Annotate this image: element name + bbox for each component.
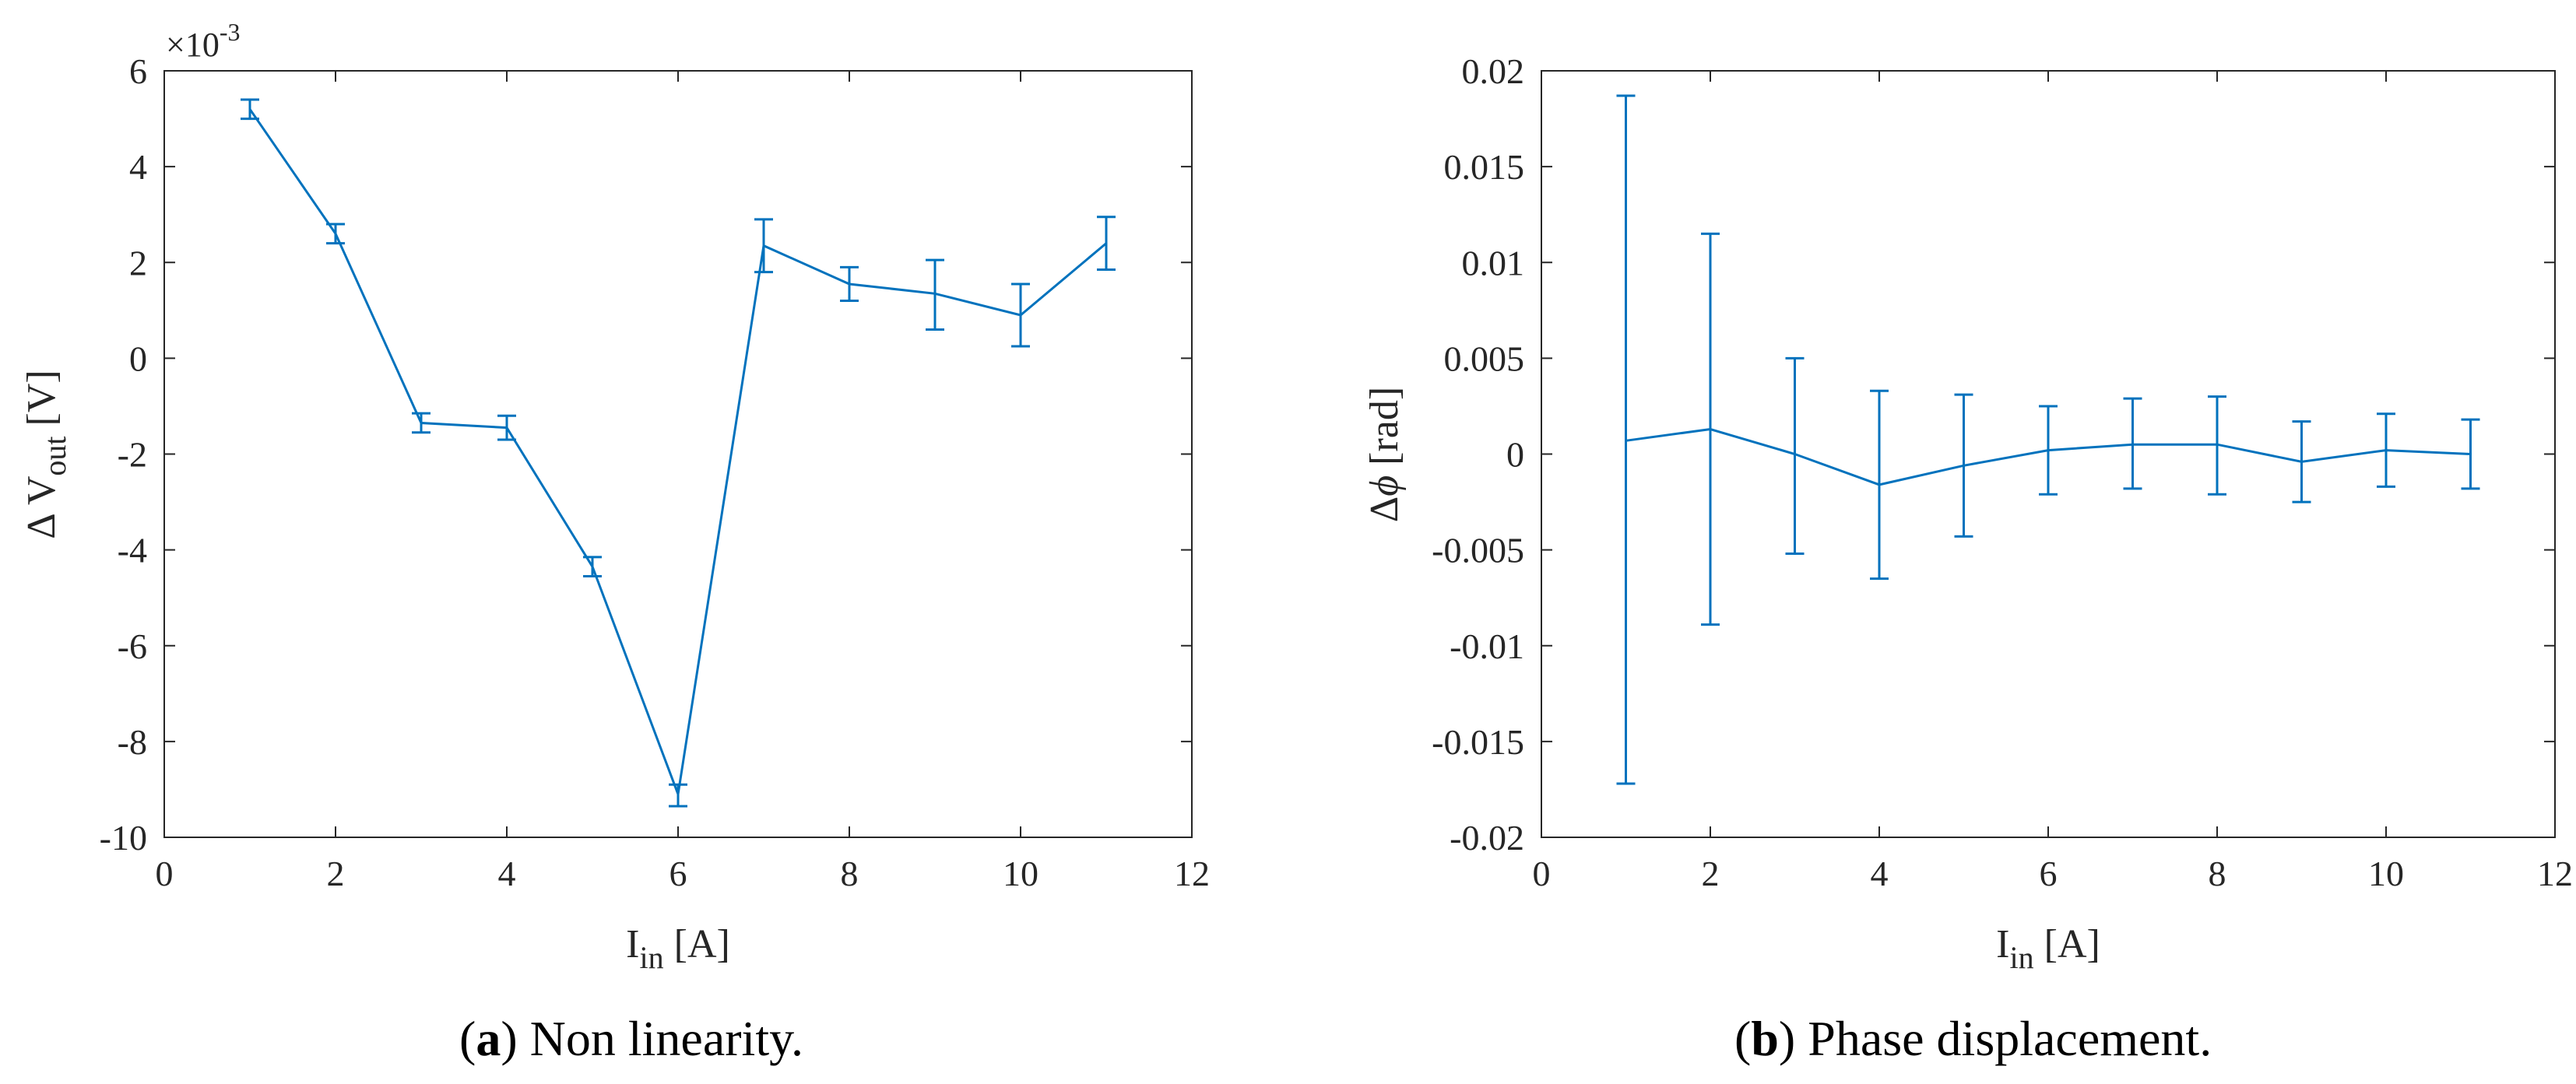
a-error-bar	[583, 556, 602, 577]
b-y-tick-label: 0.02	[1462, 51, 1525, 91]
panel-b-chart: 0 2 4 6 8 10 12 0.02 0.015 0.01 0.005 0 -0.005 -0.01…	[1362, 51, 2573, 975]
b-x-tick-label: 8	[2209, 854, 2226, 893]
a-y-tick-label: -6	[118, 626, 147, 666]
b-x-tick-label: 10	[2368, 854, 2404, 893]
b-x-tick-label: 2	[1702, 854, 1720, 893]
b-error-bar	[1785, 356, 1805, 556]
a-error-bar	[241, 98, 259, 121]
b-y-tick-label: 0.005	[1444, 339, 1525, 378]
a-x-tick-label: 2	[327, 854, 345, 893]
panel-b-caption-letter: b	[1751, 1011, 1779, 1066]
a-error-bar	[497, 414, 516, 441]
a-x-tick-label: 4	[498, 854, 516, 893]
a-error-bar	[669, 783, 687, 808]
panel-a-y-axis-label: Δ Vout [V]	[19, 370, 72, 538]
b-error-bar	[1701, 232, 1720, 626]
a-error-bar	[412, 412, 431, 434]
b-error-bar	[1616, 94, 1636, 785]
a-error-bar	[754, 218, 773, 274]
b-x-tick-label: 4	[1871, 854, 1889, 893]
a-error-bar	[926, 258, 944, 331]
b-x-tick-label: 12	[2537, 854, 2573, 893]
panel-b-x-axis-label: Iin [A]	[1996, 922, 2100, 975]
b-y-tick-label: -0.005	[1432, 531, 1524, 570]
a-y-tick-label: -4	[118, 531, 147, 570]
a-y-tick-label: -10	[100, 818, 147, 858]
a-y-tick-label: -8	[118, 722, 147, 762]
a-error-bar	[1011, 282, 1030, 348]
b-y-tick-label: -0.02	[1450, 818, 1524, 858]
a-y-tick-label: 4	[129, 147, 147, 187]
panel-a-plot-area	[163, 70, 1193, 838]
b-y-tick-label: 0	[1506, 435, 1524, 475]
b-error-bar	[2123, 397, 2142, 490]
b-y-tick-label: -0.015	[1432, 722, 1524, 762]
b-x-tick-label: 0	[1533, 854, 1551, 893]
a-error-bar	[1097, 216, 1116, 271]
a-x-tick-label: 8	[841, 854, 859, 893]
a-x-tick-label: 10	[1003, 854, 1038, 893]
a-y-tick-label: 2	[129, 243, 147, 282]
panel-b-y-axis-label: Δϕ [rad]	[1362, 387, 1407, 522]
panel-a-y-multiplier: ×10-3	[166, 18, 240, 64]
b-error-bar	[1954, 393, 1973, 538]
panel-a-caption: (a) Non linearity.	[459, 1011, 803, 1066]
a-x-tick-label: 6	[669, 854, 687, 893]
panel-b-caption: (b) Phase displacement.	[1734, 1011, 2212, 1066]
a-error-bar	[326, 223, 345, 245]
a-x-tick-label: 12	[1174, 854, 1210, 893]
a-x-tick-label: 0	[156, 854, 174, 893]
b-error-bar	[2461, 418, 2480, 490]
panel-a-caption-text: Non linearity.	[529, 1011, 803, 1066]
a-y-tick-label: 0	[129, 339, 147, 378]
b-y-tick-label: 0.01	[1462, 243, 1525, 282]
b-error-bar	[1870, 389, 1889, 581]
panel-a-x-axis-label: Iin [A]	[626, 922, 730, 975]
b-error-bar	[2208, 395, 2226, 496]
b-error-bar	[2292, 420, 2311, 503]
b-y-tick-label: -0.01	[1450, 626, 1524, 666]
panel-a-caption-letter: a	[476, 1011, 501, 1066]
b-x-tick-label: 6	[2040, 854, 2058, 893]
a-y-tick-label: 6	[129, 51, 147, 91]
b-error-bar	[2377, 412, 2395, 488]
b-y-tick-label: 0.015	[1444, 147, 1525, 187]
a-error-bar	[840, 265, 859, 302]
b-error-bar	[2039, 405, 2058, 496]
a-y-tick-label: -2	[118, 435, 147, 475]
panel-b-caption-text: Phase displacement.	[1808, 1011, 2212, 1066]
